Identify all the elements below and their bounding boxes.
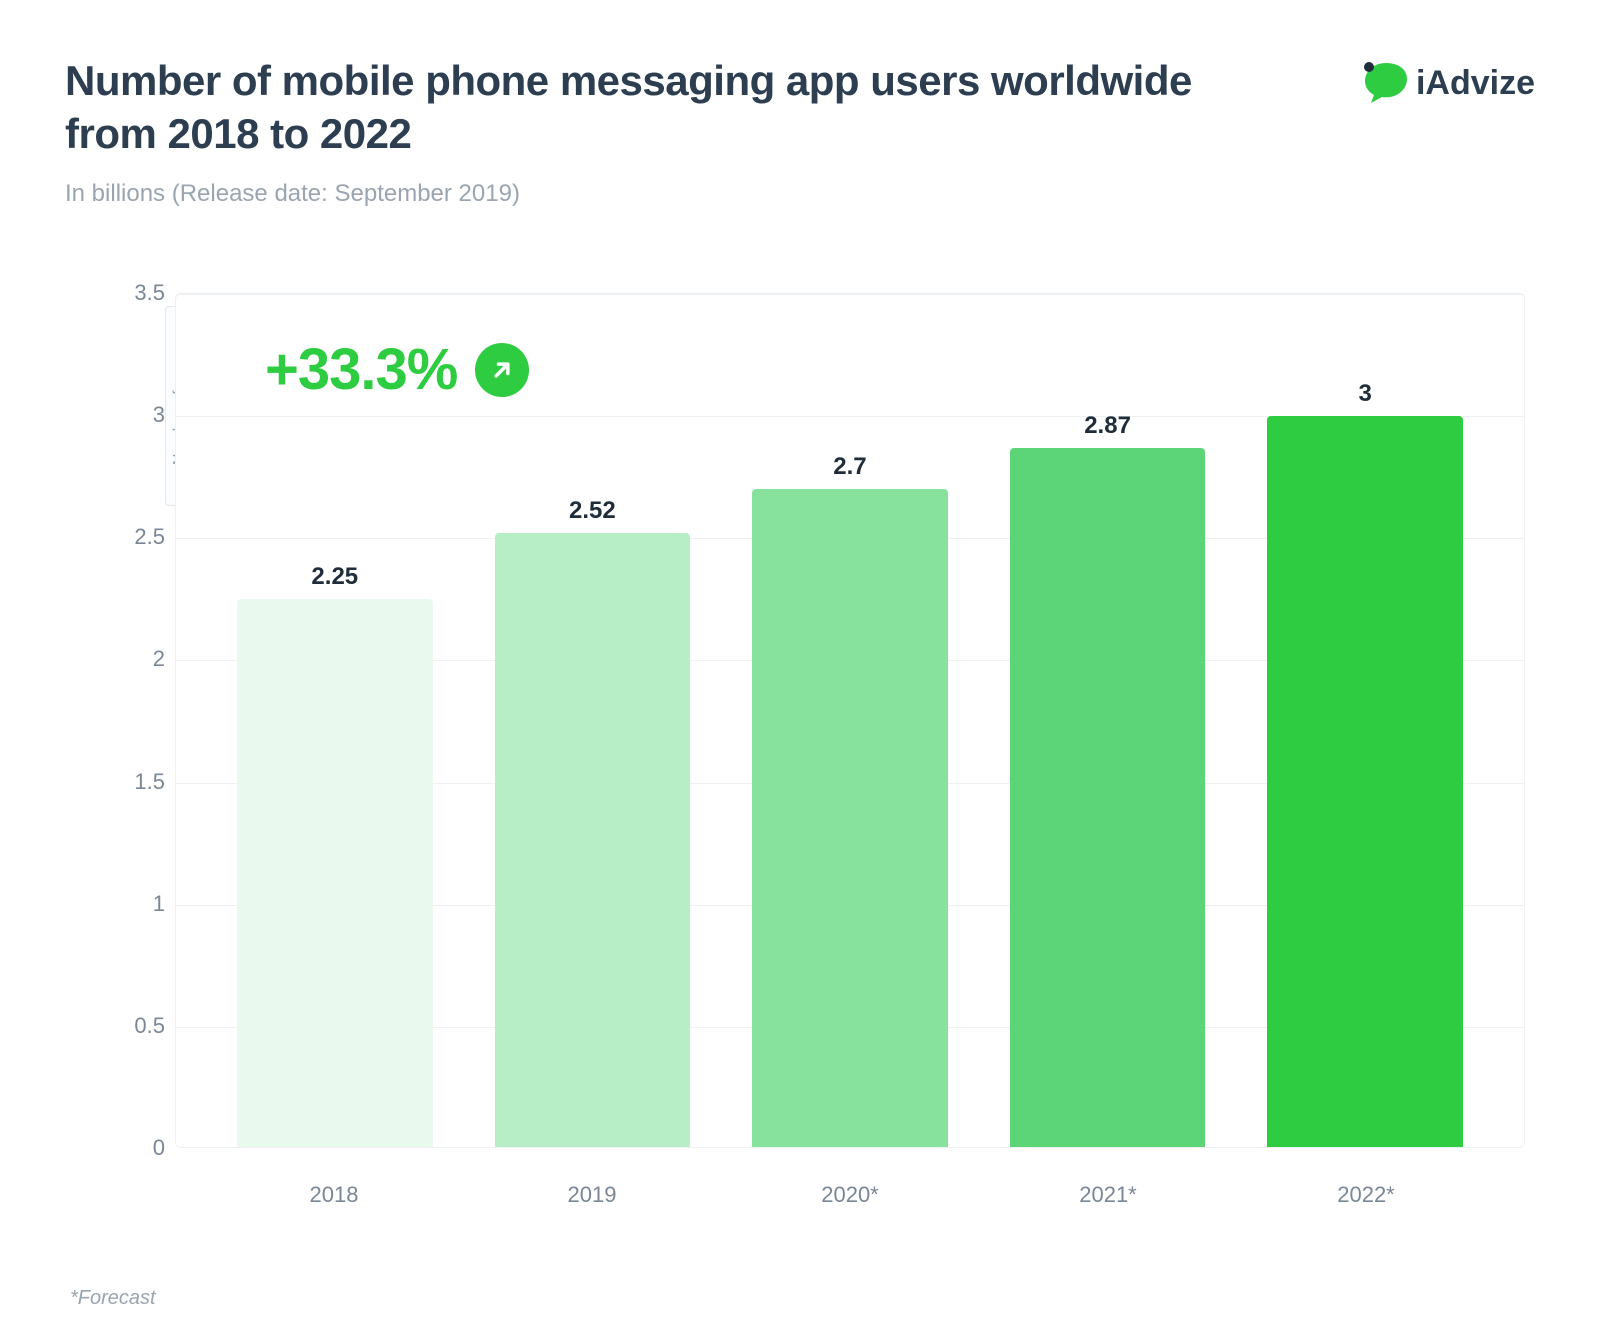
y-tick-label: 0.5	[105, 1013, 165, 1039]
bars-group: 2.25 2.52 2.7 2.87 3	[176, 294, 1524, 1147]
x-tick-label: 2021*	[979, 1182, 1237, 1208]
bar-slot: 2.87	[979, 294, 1237, 1147]
x-tick-label: 2018	[205, 1182, 463, 1208]
bar: 2.87	[1010, 448, 1206, 1147]
footnote: *Forecast	[70, 1287, 156, 1310]
bar-value-label: 2.25	[311, 563, 358, 591]
y-tick-label: 0	[105, 1135, 165, 1161]
bar-value-label: 2.7	[833, 453, 866, 481]
bar-slot: 3	[1236, 294, 1494, 1147]
title-block: Number of mobile phone messaging app use…	[65, 55, 1215, 208]
bar: 2.52	[495, 533, 691, 1147]
x-tick-label: 2019	[463, 1182, 721, 1208]
x-tick-label: 2020*	[721, 1182, 979, 1208]
brand-name: iAdvize	[1416, 64, 1535, 103]
bar-value-label: 2.52	[569, 497, 616, 525]
bar-value-label: 3	[1358, 380, 1371, 408]
bar-slot: 2.25	[206, 294, 464, 1147]
bar: 2.7	[752, 489, 948, 1147]
chart-subtitle: In billions (Release date: September 201…	[65, 180, 1215, 208]
growth-badge: +33.3%	[265, 336, 529, 403]
growth-value: +33.3%	[265, 336, 457, 403]
chart-area: Number of users +33.3% 00.511.522.533.5 …	[65, 268, 1535, 1228]
x-axis-ticks: 201820192020*2021*2022*	[175, 1182, 1525, 1208]
arrow-up-icon	[475, 343, 529, 397]
x-tick-label: 2022*	[1237, 1182, 1495, 1208]
bar: 2.25	[237, 599, 433, 1147]
chart-title: Number of mobile phone messaging app use…	[65, 55, 1215, 160]
y-tick-label: 1	[105, 891, 165, 917]
bar: 3	[1267, 416, 1463, 1147]
bar-slot: 2.7	[721, 294, 979, 1147]
bar-slot: 2.52	[464, 294, 722, 1147]
chart-frame: 2.25 2.52 2.7 2.87 3	[175, 293, 1525, 1148]
speech-bubble-icon	[1362, 61, 1410, 105]
infographic-container: Number of mobile phone messaging app use…	[0, 0, 1600, 1340]
y-tick-label: 3.5	[105, 280, 165, 306]
y-tick-label: 3	[105, 402, 165, 428]
y-tick-label: 2.5	[105, 524, 165, 550]
y-tick-label: 2	[105, 646, 165, 672]
bar-value-label: 2.87	[1084, 412, 1131, 440]
brand-logo: iAdvize	[1362, 61, 1535, 105]
y-tick-label: 1.5	[105, 769, 165, 795]
header: Number of mobile phone messaging app use…	[65, 55, 1535, 208]
